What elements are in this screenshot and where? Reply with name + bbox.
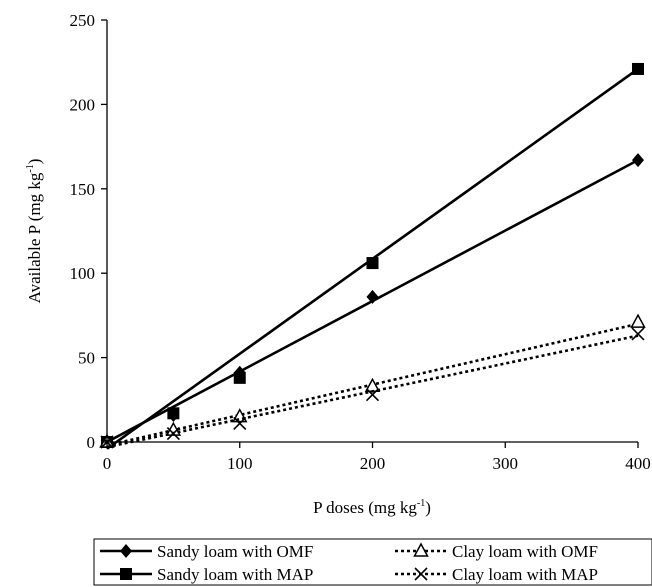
legend-label: Sandy loam with OMF [157,542,313,561]
y-tick-label: 150 [70,180,96,199]
legend-label: Clay loam with MAP [452,565,598,584]
data-point [234,372,246,384]
x-ticks: 0 100 200 300 400 [103,442,651,473]
y-tick-label: 200 [70,95,96,114]
x-tick-label: 300 [493,454,519,473]
x-tick-label: 0 [103,454,112,473]
data-point [367,290,379,304]
x-tick-label: 400 [625,454,651,473]
x-axis-label-sup: -1 [417,498,425,509]
y-tick-label: 250 [70,11,96,30]
y-tick-label: 0 [87,433,96,452]
y-axis-label: Available P (mg kg-1) [25,159,44,304]
data-point [632,315,645,327]
plot-area [101,63,645,449]
legend-marker [120,568,132,580]
data-point [367,257,379,269]
legend-label: Clay loam with OMF [452,542,598,561]
x-tick-label: 100 [227,454,253,473]
legend: Sandy loam with OMF Sandy loam with MAP Cl… [94,539,652,585]
y-tick-label: 50 [78,349,95,368]
x-tick-label: 200 [360,454,386,473]
series-sandy-loam-with-omf [101,153,644,449]
y-tick-label: 100 [70,264,96,283]
data-point [632,153,644,167]
y-axis-label-sup: -1 [25,164,36,172]
series-clay-loam-with-omf [101,315,645,447]
legend-label: Sandy loam with MAP [157,565,313,584]
y-ticks: 0 50 100 150 200 250 [70,11,108,452]
data-point [167,407,179,419]
x-axis-label: P doses (mg kg-1) [313,498,431,517]
data-point [632,63,644,75]
data-point [632,328,644,340]
